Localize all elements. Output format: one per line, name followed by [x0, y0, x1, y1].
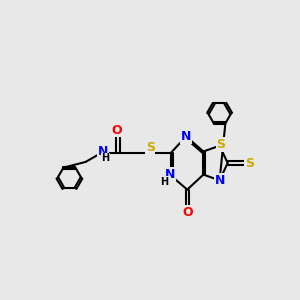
Text: O: O — [182, 206, 193, 218]
Text: N: N — [165, 168, 175, 181]
Text: S: S — [245, 157, 254, 169]
Text: N: N — [98, 145, 108, 158]
Text: N: N — [214, 174, 225, 187]
Text: H: H — [101, 153, 109, 164]
Text: O: O — [112, 124, 122, 137]
Text: H: H — [160, 176, 168, 187]
Text: S: S — [216, 138, 225, 151]
Text: S: S — [146, 141, 155, 154]
Text: N: N — [181, 130, 191, 143]
